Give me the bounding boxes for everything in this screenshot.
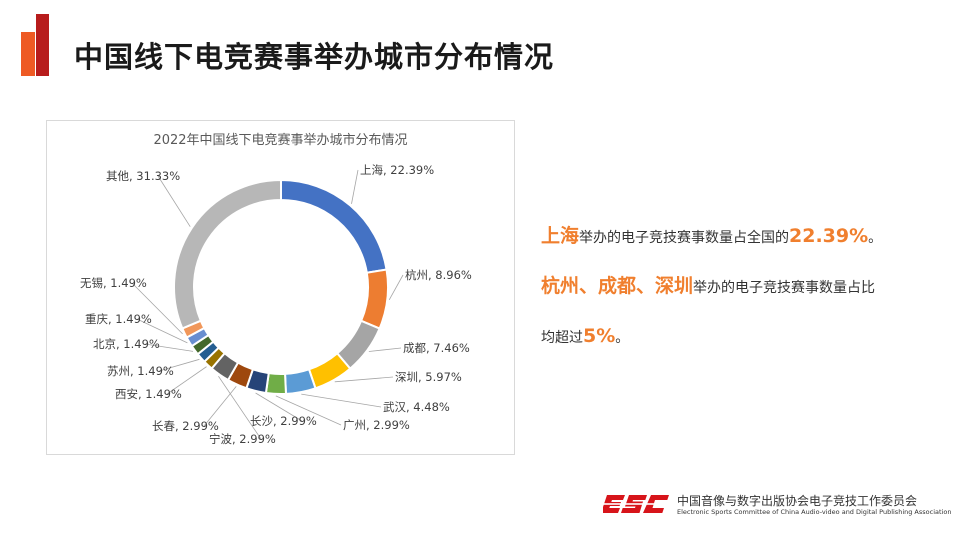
chart-title: 2022年中国线下电竞赛事举办城市分布情况 [153, 133, 408, 148]
slice-label-12: 重庆, 1.49% [85, 312, 152, 326]
leader-line-12 [136, 318, 188, 344]
slice-label-1: 杭州, 8.96% [405, 268, 472, 282]
slice-label-4: 武汉, 4.48% [383, 400, 450, 414]
slice-label-11: 北京, 1.49% [93, 337, 160, 351]
highlight-city: 上海 [541, 225, 580, 247]
slide-title: 中国线下电竞赛事举办城市分布情况 [74, 40, 555, 74]
donut-slice-0 [280, 178, 388, 274]
slice-label-5: 广州, 2.99% [343, 418, 410, 432]
slice-label-2: 成都, 7.46% [403, 341, 470, 355]
slice-label-9: 西安, 1.49% [115, 387, 182, 401]
summary-line-3-end: 。 [615, 330, 630, 346]
donut-slice-1 [359, 268, 389, 330]
leader-line-7 [203, 386, 237, 427]
highlight-cities: 杭州、成都、深圳 [541, 275, 694, 297]
slice-label-8: 宁波, 2.99% [209, 432, 276, 446]
chart-panel: 2022年中国线下电竞赛事举办城市分布情况 上海, 22.39% 杭州, 8.96… [46, 120, 515, 455]
leader-line-14 [157, 175, 191, 227]
leader-line-13 [131, 282, 183, 335]
leader-line-9 [166, 366, 207, 395]
summary-line-2-text: 举办的电子竞技赛事数量占比 [693, 280, 876, 296]
leader-line-6 [255, 392, 303, 422]
leader-line-1 [388, 274, 404, 300]
leader-line-4 [301, 393, 382, 408]
slice-label-10: 苏州, 1.49% [107, 364, 174, 378]
summary-line-1-text: 举办的电子竞技赛事数量占全国的 [579, 230, 790, 246]
summary-line-1-end: 。 [868, 230, 883, 246]
highlight-percent-2: 5% [583, 325, 616, 347]
slice-label-0: 上海, 22.39% [360, 163, 434, 177]
leader-line-8 [218, 376, 262, 440]
leader-line-3 [334, 376, 394, 383]
esc-logo [603, 495, 669, 513]
org-name-en: Electronic Sports Committee of China Aud… [677, 508, 952, 516]
leader-line-2 [368, 347, 402, 352]
leader-line-11 [144, 343, 194, 352]
slice-label-14: 其他, 31.33% [106, 169, 180, 183]
slice-label-3: 深圳, 5.97% [395, 370, 462, 384]
title-accent-bar-dark [36, 14, 49, 76]
org-name-cn: 中国音像与数字出版协会电子竞技工作委员会 [677, 494, 918, 508]
leader-line-5 [275, 395, 342, 426]
summary-line-3-text: 均超过 [541, 330, 583, 346]
highlight-percent: 22.39% [789, 225, 869, 247]
donut-slice-14 [173, 178, 282, 330]
leader-line-10 [158, 358, 200, 372]
summary-line-1: 上海举办的电子竞技赛事数量占全国的22.39%。 [541, 226, 882, 248]
donut-slice-4 [283, 368, 317, 395]
slice-label-6: 长沙, 2.99% [250, 414, 317, 428]
title-accent-bar [21, 32, 35, 76]
leader-line-0 [351, 169, 359, 204]
summary-line-3: 均超过5%。 [541, 326, 629, 348]
slice-label-7: 长春, 2.99% [152, 419, 219, 433]
slice-label-13: 无锡, 1.49% [80, 276, 147, 290]
summary-line-2: 杭州、成都、深圳举办的电子竞技赛事数量占比 [541, 276, 875, 298]
donut-chart: 上海, 22.39% 杭州, 8.96% 成都, 7.46% 深圳, 5.97% 武汉,… [80, 163, 472, 446]
